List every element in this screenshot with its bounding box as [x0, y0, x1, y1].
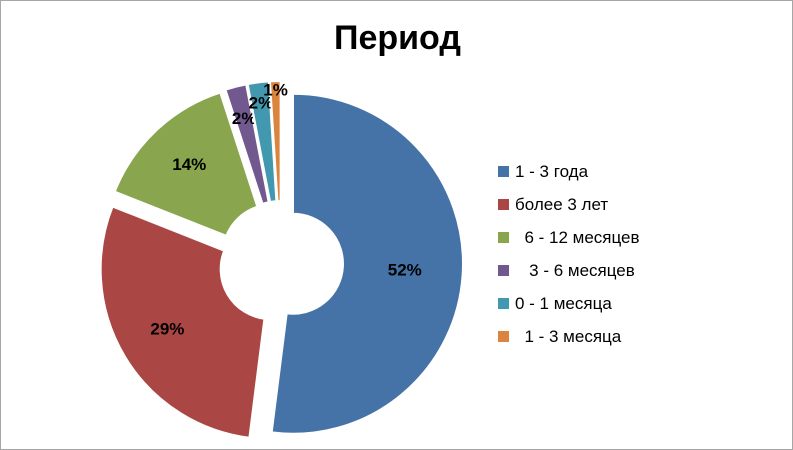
legend-item-3---6-месяцев: 3 - 6 месяцев — [498, 254, 640, 287]
data-label-1---3-месяца: 1% — [263, 81, 288, 100]
legend-item-1---3-месяца: 1 - 3 месяца — [498, 320, 640, 353]
legend-label: 3 - 6 месяцев — [515, 260, 635, 280]
slice-0---1-месяца — [246, 80, 278, 204]
data-label-0---1-месяца: 2% — [249, 94, 274, 113]
legend-item-0---1-месяца: 0 - 1 месяца — [498, 287, 640, 320]
slice-6---12-месяцев — [113, 91, 259, 238]
chart-legend: 1 - 3 года более 3 лет 6 - 12 месяцев 3 -… — [498, 155, 640, 353]
chart-title: Период — [334, 19, 461, 57]
legend-label: более 3 лет — [515, 194, 609, 214]
slice-1---3-года — [270, 92, 464, 435]
data-label-3---6-месяцев: 2% — [232, 109, 257, 128]
legend-label: 0 - 1 месяца — [515, 293, 612, 313]
slice-1---3-месяца — [268, 80, 282, 203]
legend-swatch — [498, 265, 509, 276]
legend-item-1---3-года: 1 - 3 года — [498, 155, 640, 188]
slice-3---6-месяцев — [224, 83, 270, 206]
legend-item-6---12-месяцев: 6 - 12 месяцев — [498, 221, 640, 254]
legend-swatch — [498, 232, 509, 243]
legend-label: 6 - 12 месяцев — [515, 227, 640, 247]
data-label-6---12-месяцев: 14% — [172, 155, 206, 174]
legend-swatch — [498, 199, 509, 210]
legend-item-более-3-лет: более 3 лет — [498, 188, 640, 221]
legend-swatch — [498, 166, 509, 177]
legend-swatch — [498, 331, 509, 342]
slice-более-3-лет — [99, 205, 266, 439]
legend-label: 1 - 3 месяца — [515, 326, 622, 346]
data-label-более-3-лет: 29% — [150, 320, 184, 339]
legend-swatch — [498, 298, 509, 309]
legend-label: 1 - 3 года — [515, 161, 589, 181]
data-label-1---3-года: 52% — [388, 260, 422, 279]
